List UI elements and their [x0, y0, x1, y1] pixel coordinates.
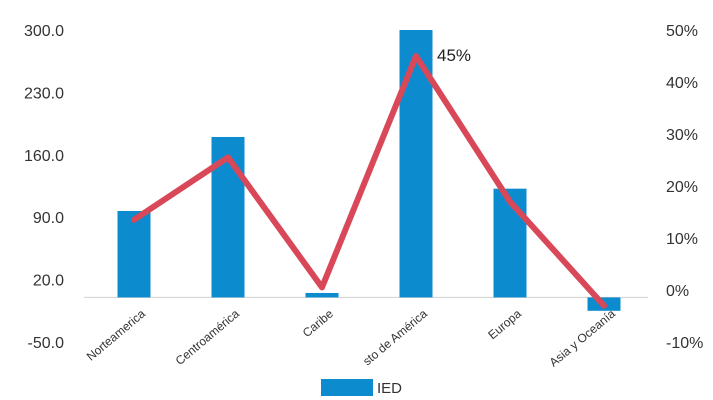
category-label: sto de América [360, 306, 430, 368]
right-axis-ticks: 50% 40% 30% 20% 10% 0% -10% [666, 23, 703, 352]
right-tick-label: -10% [666, 335, 703, 352]
right-tick-label: 10% [666, 231, 698, 248]
right-tick-label: 0% [666, 283, 689, 300]
category-label: Asia y Oceanía [547, 306, 619, 369]
bar [493, 188, 527, 298]
bar [305, 292, 339, 298]
right-tick-label: 30% [666, 127, 698, 144]
left-tick-label: 20.0 [33, 273, 64, 290]
left-tick-label: -50.0 [28, 335, 65, 352]
category-labels: Norteamerica Centroamérica Caribe sto de Am… [84, 306, 618, 369]
right-tick-label: 50% [666, 23, 698, 40]
category-label: Norteamerica [84, 306, 148, 363]
legend-label-ied: IED [377, 380, 402, 397]
left-tick-label: 300.0 [24, 23, 64, 40]
legend: IED [321, 379, 402, 397]
category-label: Caribe [300, 306, 336, 340]
left-tick-label: 160.0 [24, 148, 64, 165]
left-tick-label: 230.0 [24, 85, 64, 102]
line-series [131, 53, 607, 309]
left-axis-ticks: 300.0 230.0 160.0 90.0 20.0 -50.0 [24, 23, 64, 352]
bar [117, 210, 151, 298]
category-label: Centroamérica [173, 306, 243, 368]
right-tick-label: 40% [666, 75, 698, 92]
category-label: Europa [485, 306, 524, 342]
left-tick-label: 90.0 [33, 210, 64, 227]
annotations: 45% [437, 46, 471, 65]
right-tick-label: 20% [666, 179, 698, 196]
data-label: 45% [437, 46, 471, 65]
legend-swatch-ied [321, 379, 373, 396]
